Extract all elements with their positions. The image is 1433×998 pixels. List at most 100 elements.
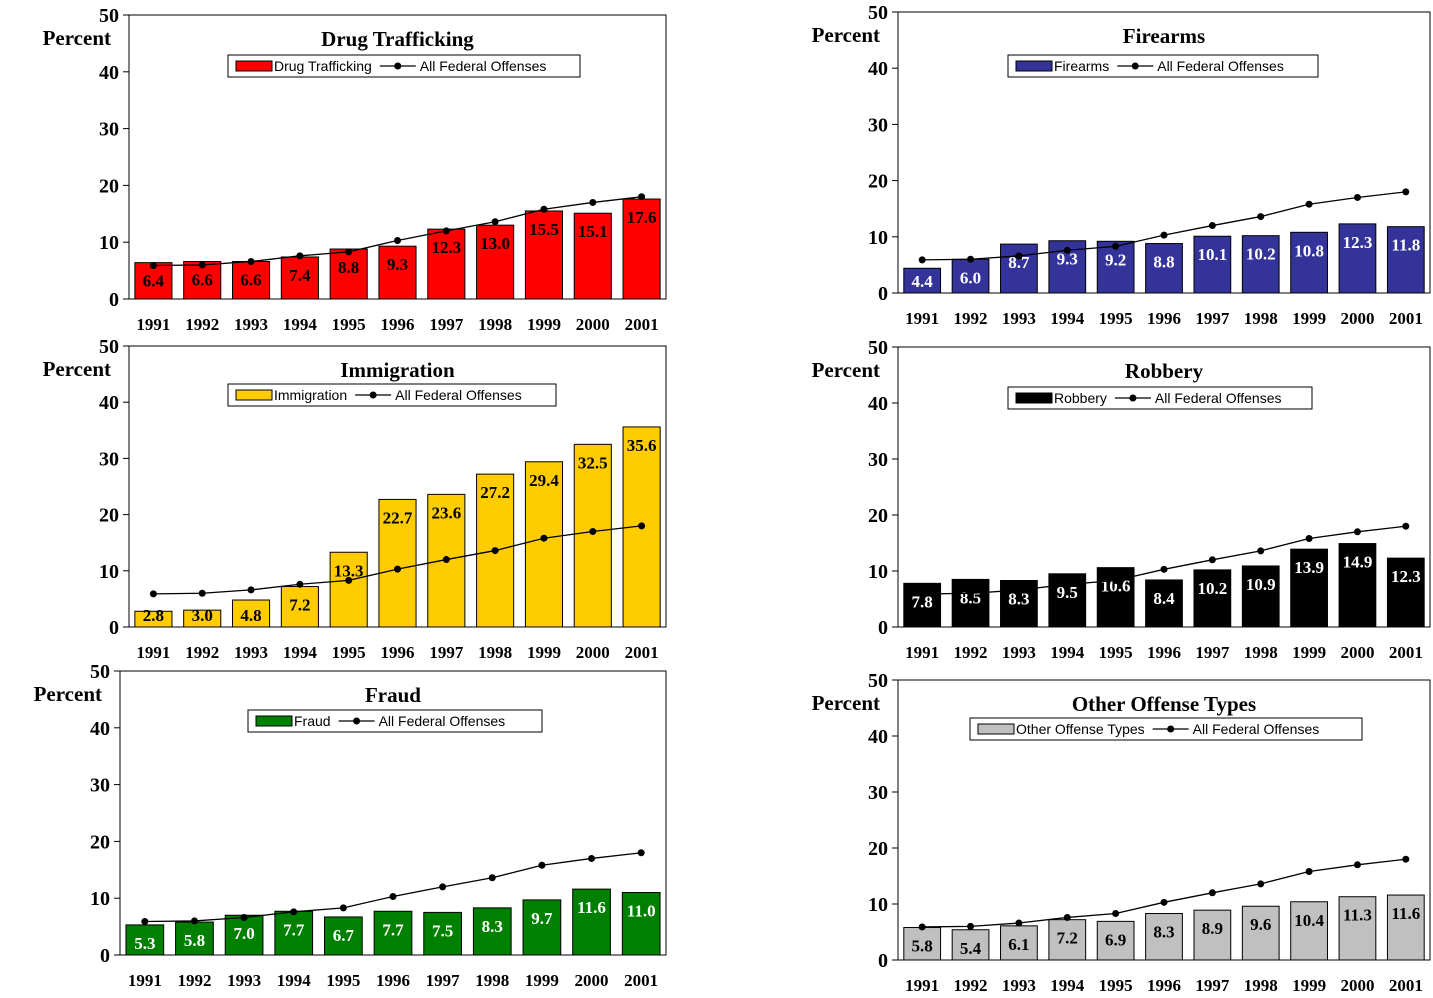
y-tick-label: 30	[90, 775, 110, 797]
legend-marker	[353, 717, 361, 725]
bar-value-label: 8.7	[1008, 253, 1030, 272]
y-tick-label: 10	[99, 232, 119, 254]
bar-value-label: 5.3	[134, 934, 155, 953]
x-tick-label: 1997	[1195, 643, 1230, 662]
y-tick-label: 10	[868, 227, 888, 249]
bar-value-label: 15.5	[529, 220, 559, 239]
x-tick-label: 1993	[1002, 976, 1036, 995]
bar-1991	[134, 610, 173, 628]
y-tick-label: 0	[109, 617, 119, 639]
bar-1996	[1145, 243, 1183, 294]
line-point-1998	[488, 874, 496, 882]
x-tick-label: 1996	[1147, 309, 1181, 328]
y-tick-label: 30	[868, 782, 888, 804]
line-point-1995	[1112, 577, 1120, 585]
line-point-2000	[588, 854, 596, 862]
y-axis-label: Percent	[812, 691, 880, 715]
legend-label: Drug Trafficking	[274, 58, 372, 74]
bar-value-label: 6.6	[240, 271, 261, 290]
bar-1996	[378, 498, 417, 628]
x-tick-label: 1994	[277, 971, 312, 990]
bar-value-label: 7.7	[283, 920, 305, 939]
bar-value-label: 4.8	[240, 606, 261, 625]
bar-1999	[522, 899, 562, 956]
y-tick-label: 40	[868, 393, 888, 415]
legend-marker	[369, 391, 377, 399]
y-tick-label: 0	[100, 945, 110, 967]
y-tick-label: 50	[868, 670, 888, 692]
line-point-1994	[290, 908, 298, 916]
legend-label: All Federal Offenses	[420, 58, 547, 74]
line-point-2001	[1402, 855, 1410, 863]
bar-value-label: 4.4	[912, 272, 934, 291]
bar-2000	[1338, 543, 1377, 628]
bar-1999	[1290, 231, 1328, 294]
bar-value-label: 7.0	[233, 924, 254, 943]
y-tick-label: 20	[868, 171, 888, 193]
bar-1995	[329, 551, 368, 628]
line-point-2001	[1402, 522, 1410, 530]
x-tick-label: 1998	[1244, 309, 1278, 328]
bar-2001	[1386, 226, 1425, 294]
legend-label: All Federal Offenses	[379, 713, 506, 729]
line-point-1992	[190, 917, 198, 925]
bar-2001	[1386, 557, 1425, 628]
legend-box	[1007, 54, 1319, 78]
line-point-1991	[149, 261, 157, 269]
line-point-1993	[247, 586, 255, 594]
legend: Immigration All Federal Offenses	[227, 383, 557, 407]
bar-value-label: 3.0	[192, 606, 213, 625]
line-point-1992	[967, 255, 975, 263]
bar-value-label: 9.5	[1057, 583, 1078, 602]
x-tick-label: 1992	[954, 643, 988, 662]
line-point-1999	[1305, 868, 1313, 876]
x-tick-label: 1997	[1195, 309, 1230, 328]
x-tick-label: 1997	[1195, 976, 1230, 995]
x-tick-label: 1995	[1099, 976, 1133, 995]
bar-2000	[573, 443, 612, 628]
bar-value-label: 7.2	[289, 596, 310, 615]
x-tick-label: 1995	[1099, 643, 1133, 662]
x-tick-label: 1992	[185, 315, 219, 334]
x-tick-label: 1991	[128, 971, 162, 990]
legend-box	[1007, 386, 1313, 410]
x-tick-label: 1994	[283, 315, 318, 334]
bar-1998	[1241, 565, 1280, 628]
line-point-1991	[918, 590, 926, 598]
x-tick-label: 1997	[429, 315, 464, 334]
bar-2000	[573, 212, 612, 300]
line-point-1991	[149, 590, 157, 598]
x-tick-label: 1999	[1292, 643, 1326, 662]
x-tick-label: 1998	[478, 315, 512, 334]
legend-label: All Federal Offenses	[395, 387, 522, 403]
legend: Robbery All Federal Offenses	[1007, 386, 1313, 410]
bar-value-label: 15.1	[578, 222, 608, 241]
x-tick-label: 1992	[177, 971, 211, 990]
x-tick-label: 1999	[525, 971, 559, 990]
y-tick-label: 50	[868, 2, 888, 24]
y-axis-label: Percent	[812, 23, 880, 47]
x-tick-label: 2001	[624, 971, 658, 990]
x-tick-label: 1998	[478, 643, 512, 662]
bar-1999	[1290, 901, 1328, 961]
bar-1998	[472, 907, 512, 956]
y-tick-label: 20	[99, 505, 119, 527]
bar-value-label: 8.9	[1202, 919, 1223, 938]
bar-2000	[1338, 223, 1377, 294]
y-axis-label: Percent	[43, 26, 111, 50]
bar-1993	[231, 599, 271, 628]
bar-1995	[1096, 240, 1135, 294]
x-tick-label: 1994	[283, 643, 318, 662]
x-tick-label: 2000	[1340, 643, 1374, 662]
x-tick-label: 1992	[954, 976, 988, 995]
bar-1994	[280, 256, 319, 300]
x-tick-label: 1996	[1147, 643, 1181, 662]
legend-box	[227, 383, 557, 407]
y-tick-label: 40	[99, 62, 119, 84]
legend-swatch	[1015, 392, 1053, 404]
x-tick-label: 2001	[1389, 643, 1423, 662]
line-point-1993	[247, 258, 255, 266]
